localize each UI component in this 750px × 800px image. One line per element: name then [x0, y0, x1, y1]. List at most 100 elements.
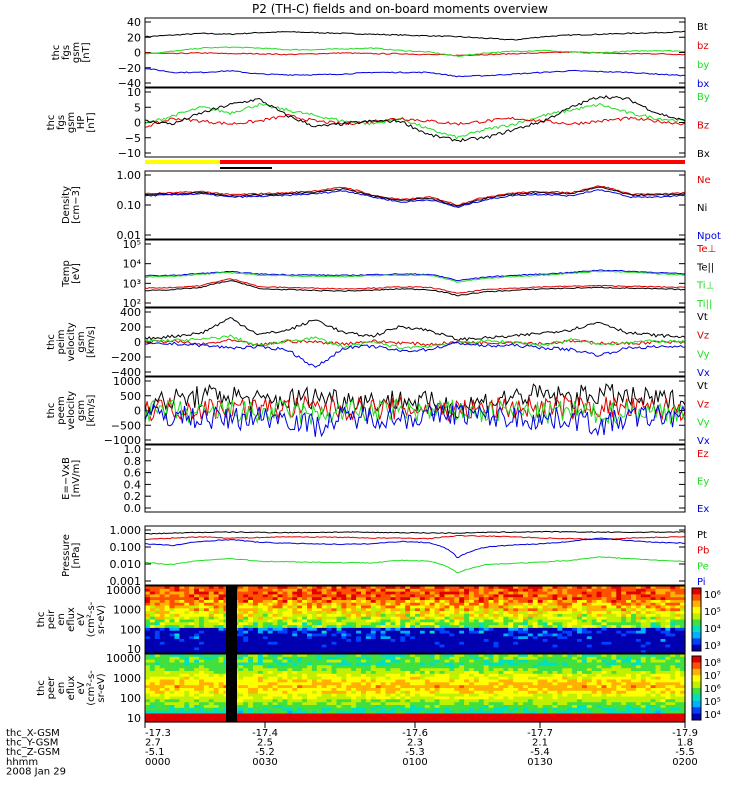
axis-value: 0200 [672, 757, 697, 768]
legend-entry: bz [697, 41, 709, 52]
panel-fgs: thcfgsgsm[nT] 40 20 0 −20 −40 Bt bz by bx [51, 16, 709, 90]
legend-entry: Pi [697, 577, 706, 588]
y-axis-label: thcpeerenefluxeV(cm²-s-sr-eV) [36, 670, 107, 706]
plot-title: P2 (TH-C) fields and on-board moments ov… [252, 2, 548, 16]
y-tick-label: 10 [127, 643, 141, 656]
y-tick-label: 500 [120, 390, 141, 403]
panels: thcfgsgsm[nT]40200−20−40Btbzbybxthcfgsgs… [36, 16, 721, 725]
legend-entry: Vt [697, 312, 708, 323]
y-tick-label: 1.0 [124, 443, 142, 456]
series-2-fgs_hp [144, 95, 686, 143]
series-0-peem [144, 383, 686, 419]
legend-entry: Vy [697, 418, 710, 429]
legend-entry: Ne [697, 175, 711, 186]
y-tick-label: 10 [127, 712, 141, 725]
axis-value: 0100 [402, 757, 427, 768]
series-3-fgs [144, 68, 686, 78]
y-tick-label: −400 [111, 366, 141, 379]
y-tick-label: 0.001 [110, 575, 142, 588]
y-tick-label: 20 [127, 31, 141, 44]
axis-value: -17.4 [252, 728, 278, 739]
panel-peir: thcpeirenefluxeV(cm²-s-sr-eV) 10000 1000 10… [36, 584, 721, 656]
colorbar-tick: 10⁶ [704, 684, 721, 695]
y-tick-label: 100 [120, 623, 141, 636]
legend-entry: bx [697, 79, 709, 90]
legend-entry: Ex [697, 504, 709, 515]
y-tick-label: −500 [111, 419, 141, 432]
legend-entry: Te⊥ [696, 244, 716, 255]
axis-value: -17.3 [145, 728, 171, 739]
y-tick-label: 10 [127, 86, 141, 99]
series-1-peem [144, 394, 686, 422]
axis-value: -17.7 [527, 728, 553, 739]
axis-row-label: thc_Y-GSM [6, 738, 58, 749]
panel-frame [144, 239, 686, 308]
legend-entry: by [697, 60, 709, 71]
y-axis-label: thcpeimvelocitygsm[km/s] [46, 322, 97, 361]
mode-bar-black [220, 167, 272, 169]
y-tick-label: 1.00 [117, 169, 142, 182]
series-1-peim [144, 338, 686, 347]
y-tick-label: 0.01 [117, 229, 142, 242]
axis-value: 2.3 [407, 738, 423, 749]
y-tick-label: 1.000 [110, 524, 142, 537]
y-tick-label: 200 [120, 321, 141, 334]
panel-frame [144, 585, 686, 654]
legend-entry: Ey [697, 477, 709, 488]
legend-entry: Npot [697, 231, 721, 242]
series-2-density [144, 189, 686, 209]
series-1-temp [144, 270, 686, 283]
legend-entry: Bx [697, 149, 710, 160]
panel-frame [144, 376, 686, 445]
series-2-peim [144, 334, 686, 350]
series-0-fgs [144, 30, 686, 41]
y-tick-label: 10000 [106, 652, 141, 665]
legend-entry: Pe [697, 561, 709, 572]
axis-value: -5.2 [255, 747, 275, 758]
y-tick-label: 0.0 [124, 502, 142, 515]
series-3-pressure [144, 537, 686, 559]
colorbar-tick: 10⁵ [704, 607, 721, 618]
axis-value: -5.1 [145, 747, 165, 758]
panel-frame [144, 170, 686, 240]
legend-entry: Bz [697, 121, 709, 132]
series-0-pressure [144, 530, 686, 535]
y-axis-label: Temp[eV] [61, 260, 82, 288]
y-tick-label: −200 [111, 351, 141, 364]
y-tick-label: 0 [134, 336, 141, 349]
legend-entry: Ni [697, 203, 707, 214]
y-tick-label: −20 [118, 62, 141, 75]
legend-entry: Vz [697, 331, 709, 342]
y-tick-label: 10³ [123, 277, 141, 290]
axis-row-label: 2008 Jan 29 [6, 766, 66, 777]
y-tick-label: 40 [127, 16, 141, 29]
colorbar-tick: 10⁸ [704, 658, 721, 669]
axis-value: 0000 [145, 757, 170, 768]
legend-entry: Pt [697, 530, 707, 541]
y-tick-label: 0.4 [124, 478, 142, 491]
legend-entry: Vx [697, 368, 710, 379]
series-3-peim [144, 341, 686, 368]
legend-entry: Vx [697, 436, 710, 447]
series-2-temp [144, 278, 686, 294]
y-tick-label: −40 [118, 77, 141, 90]
y-axis-label: thcfgsgsmHP[nT] [46, 112, 97, 133]
axis-value: 0030 [252, 757, 277, 768]
series-0-peim [144, 316, 686, 342]
series-0-temp [145, 269, 686, 282]
y-tick-label: 400 [120, 306, 141, 319]
series-0-fgs_hp [144, 102, 686, 140]
series-1-density [144, 186, 686, 207]
y-tick-label: 0 [134, 117, 141, 130]
y-tick-label: 10000 [106, 584, 141, 597]
legend-entry: Vz [697, 399, 709, 410]
mode-bar-red [220, 160, 685, 164]
y-tick-label: 10⁵ [123, 238, 141, 251]
series-3-peem [144, 402, 686, 438]
panel-frame [144, 444, 686, 513]
y-tick-label: −10 [118, 147, 141, 160]
legend-entry: Bt [697, 22, 708, 33]
axis-value: 0130 [527, 757, 552, 768]
y-axis-label: Density[cm−3] [61, 186, 82, 224]
y-tick-label: 0.010 [110, 558, 142, 571]
